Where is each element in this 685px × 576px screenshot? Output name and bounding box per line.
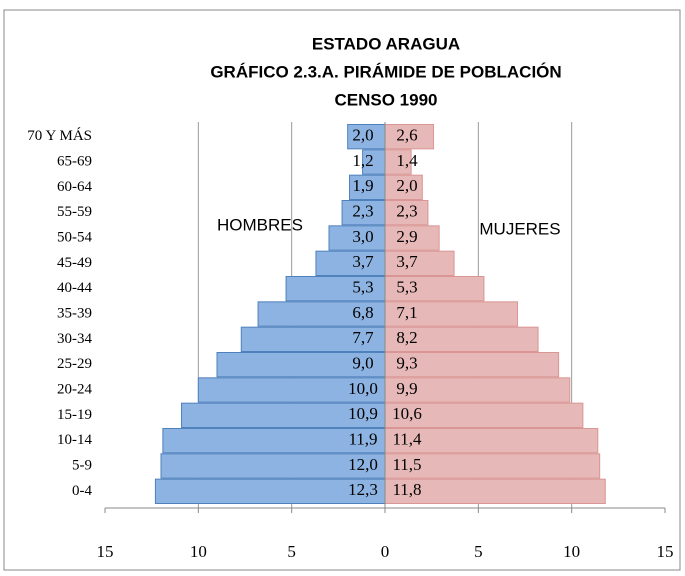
data-label: 9,9 xyxy=(396,379,417,398)
x-tick-label: 15 xyxy=(657,542,674,561)
x-tick-label: 5 xyxy=(474,542,483,561)
data-label: 3,7 xyxy=(352,252,374,271)
data-label: 2,3 xyxy=(396,202,417,221)
bar xyxy=(257,301,386,327)
x-tick-label: 15 xyxy=(97,542,114,561)
legend-label: HOMBRES xyxy=(217,215,303,234)
data-label: 11,9 xyxy=(348,430,377,449)
bar xyxy=(216,352,386,378)
data-label: 3,7 xyxy=(396,252,418,271)
y-tick-label: 65-69 xyxy=(57,153,92,169)
y-tick-label: 5-9 xyxy=(72,457,92,473)
y-tick-label: 20-24 xyxy=(57,381,92,397)
y-tick-label: 10-14 xyxy=(57,432,92,448)
bar xyxy=(197,377,386,403)
data-label: 8,2 xyxy=(396,328,417,347)
bar xyxy=(384,478,606,504)
y-tick-label: 15-19 xyxy=(57,407,92,423)
data-label: 7,1 xyxy=(396,303,417,322)
data-label: 2,9 xyxy=(396,227,417,246)
data-label: 3,0 xyxy=(352,227,373,246)
bar xyxy=(154,478,386,504)
bar xyxy=(349,174,386,201)
y-tick-label: 70 Y MÁS xyxy=(27,127,92,144)
y-tick-label: 40-44 xyxy=(57,280,92,296)
bar xyxy=(384,301,519,327)
data-label: 1,4 xyxy=(396,151,418,170)
bar xyxy=(384,402,584,428)
y-tick-label: 35-39 xyxy=(57,305,92,321)
data-label: 9,0 xyxy=(352,354,373,373)
bar xyxy=(384,124,435,150)
bar xyxy=(384,250,455,277)
y-tick-label: 55-59 xyxy=(57,204,92,220)
legend-label: MUJERES xyxy=(479,219,560,238)
data-label: 11,4 xyxy=(392,430,422,449)
data-label: 9,3 xyxy=(396,354,417,373)
bar xyxy=(384,428,599,454)
x-tick-label: 5 xyxy=(287,542,296,561)
y-tick-label: 30-34 xyxy=(57,331,92,347)
data-label: 12,3 xyxy=(348,480,378,499)
data-label: 1,2 xyxy=(352,151,373,170)
chart-title: GRÁFICO 2.3.A. PIRÁMIDE DE POBLACIÓN xyxy=(210,62,561,81)
data-label: 2,3 xyxy=(352,202,373,221)
bar xyxy=(384,352,560,378)
bar xyxy=(347,124,386,150)
bar xyxy=(162,428,386,454)
data-label: 5,3 xyxy=(396,278,417,297)
data-label: 5,3 xyxy=(352,278,373,297)
y-tick-label: 60-64 xyxy=(57,179,92,195)
y-tick-label: 25-29 xyxy=(57,356,92,372)
data-label: 7,7 xyxy=(352,328,374,347)
y-tick-label: 50-54 xyxy=(57,229,92,245)
y-tick-label: 0-4 xyxy=(72,483,92,499)
data-label: 1,9 xyxy=(352,176,373,195)
data-label: 2,0 xyxy=(396,176,417,195)
data-label: 6,8 xyxy=(352,303,373,322)
data-label: 10,0 xyxy=(348,379,378,398)
data-label: 11,5 xyxy=(392,455,421,474)
data-label: 2,0 xyxy=(352,126,373,145)
data-label: 10,6 xyxy=(392,404,422,423)
chart-title: ESTADO ARAGUA xyxy=(312,34,460,53)
bar xyxy=(384,326,539,352)
bar xyxy=(341,200,386,226)
bar xyxy=(384,453,601,479)
chart-title: CENSO 1990 xyxy=(335,90,438,109)
x-tick-label: 0 xyxy=(381,542,390,561)
data-label: 10,9 xyxy=(348,404,378,423)
data-label: 12,0 xyxy=(348,455,378,474)
data-label: 11,8 xyxy=(392,480,421,499)
y-tick-label: 45-49 xyxy=(57,255,92,271)
data-label: 2,6 xyxy=(396,126,417,145)
bar xyxy=(384,377,571,403)
bar xyxy=(384,174,423,201)
bar xyxy=(315,250,386,277)
bar xyxy=(384,200,429,226)
bar xyxy=(181,402,386,428)
x-tick-label: 10 xyxy=(563,542,580,561)
bar xyxy=(384,225,440,251)
x-tick-label: 10 xyxy=(190,542,207,561)
bar xyxy=(328,225,386,251)
